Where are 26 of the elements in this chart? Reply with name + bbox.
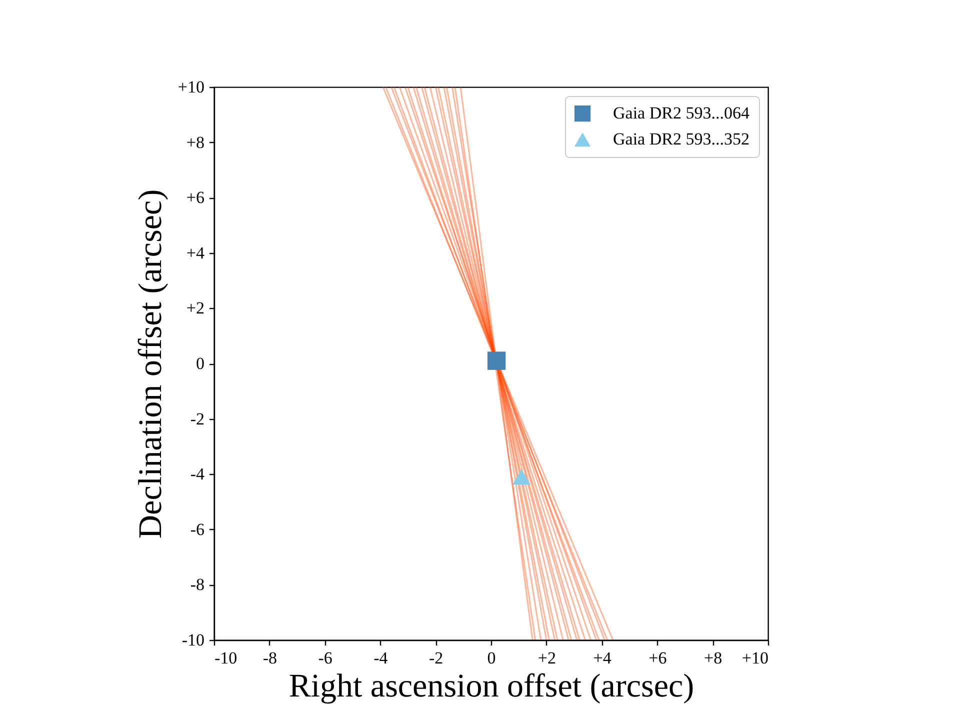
x-tick-label: +10 [742, 648, 768, 668]
x-tick-label: -4 [374, 648, 388, 668]
x-tick-label: +2 [538, 648, 556, 668]
x-tick-label: +8 [704, 648, 722, 668]
y-axis-title: Declination offset (arcsec) [132, 189, 169, 539]
y-tick-label: -10 [182, 630, 204, 650]
y-tick-label: +2 [186, 298, 204, 318]
y-tick-label: +8 [186, 132, 204, 152]
y-tick-label: +10 [178, 78, 204, 96]
x-tick-label: +4 [593, 648, 612, 668]
y-tick-label: +6 [186, 188, 204, 208]
y-tick-label: -6 [190, 520, 204, 539]
legend-label: Gaia DR2 593...352 [613, 130, 750, 148]
y-tick-label: 0 [196, 354, 204, 373]
x-tick-label: -10 [214, 648, 238, 668]
y-tick-label: +4 [186, 243, 205, 262]
y-tick-label: -2 [190, 409, 204, 428]
x-tick-label: -2 [429, 648, 444, 668]
y-tick-label: -4 [190, 464, 205, 484]
x-tick-label: -6 [318, 648, 332, 668]
x-axis-title: Right ascension offset (arcsec) [288, 668, 694, 704]
y-tick-label: -8 [190, 575, 204, 594]
x-tick-label: 0 [487, 648, 496, 668]
x-tick-label: +6 [648, 648, 667, 668]
x-tick-label: -8 [262, 648, 277, 668]
legend-label: Gaia DR2 593...064 [613, 104, 750, 122]
